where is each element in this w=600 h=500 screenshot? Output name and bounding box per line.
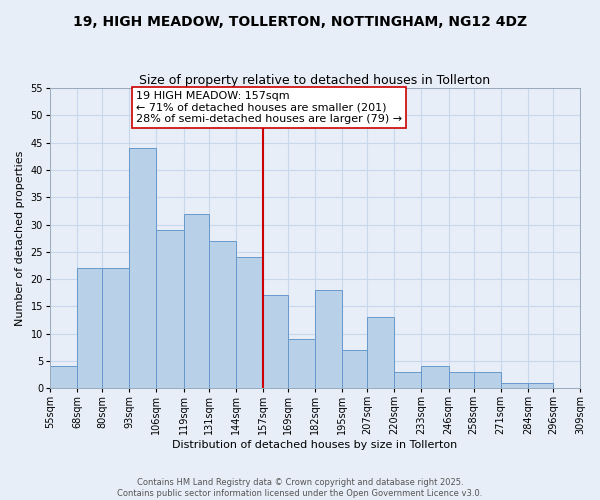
Bar	[501, 382, 528, 388]
Text: Contains HM Land Registry data © Crown copyright and database right 2025.
Contai: Contains HM Land Registry data © Crown c…	[118, 478, 482, 498]
Bar	[449, 372, 473, 388]
Bar	[315, 290, 342, 388]
Bar	[157, 230, 184, 388]
Bar	[342, 350, 367, 388]
Bar	[263, 296, 288, 388]
Title: Size of property relative to detached houses in Tollerton: Size of property relative to detached ho…	[139, 74, 491, 87]
Text: 19 HIGH MEADOW: 157sqm
← 71% of detached houses are smaller (201)
28% of semi-de: 19 HIGH MEADOW: 157sqm ← 71% of detached…	[136, 91, 401, 124]
Y-axis label: Number of detached properties: Number of detached properties	[15, 150, 25, 326]
Bar	[209, 241, 236, 388]
Bar	[367, 317, 394, 388]
Bar	[473, 372, 501, 388]
Bar	[394, 372, 421, 388]
Bar	[528, 382, 553, 388]
Bar	[50, 366, 77, 388]
Text: 19, HIGH MEADOW, TOLLERTON, NOTTINGHAM, NG12 4DZ: 19, HIGH MEADOW, TOLLERTON, NOTTINGHAM, …	[73, 15, 527, 29]
Bar	[184, 214, 209, 388]
Bar	[421, 366, 449, 388]
Bar	[129, 148, 157, 388]
Bar	[102, 268, 129, 388]
X-axis label: Distribution of detached houses by size in Tollerton: Distribution of detached houses by size …	[172, 440, 458, 450]
Bar	[288, 339, 315, 388]
Bar	[77, 268, 102, 388]
Bar	[236, 257, 263, 388]
